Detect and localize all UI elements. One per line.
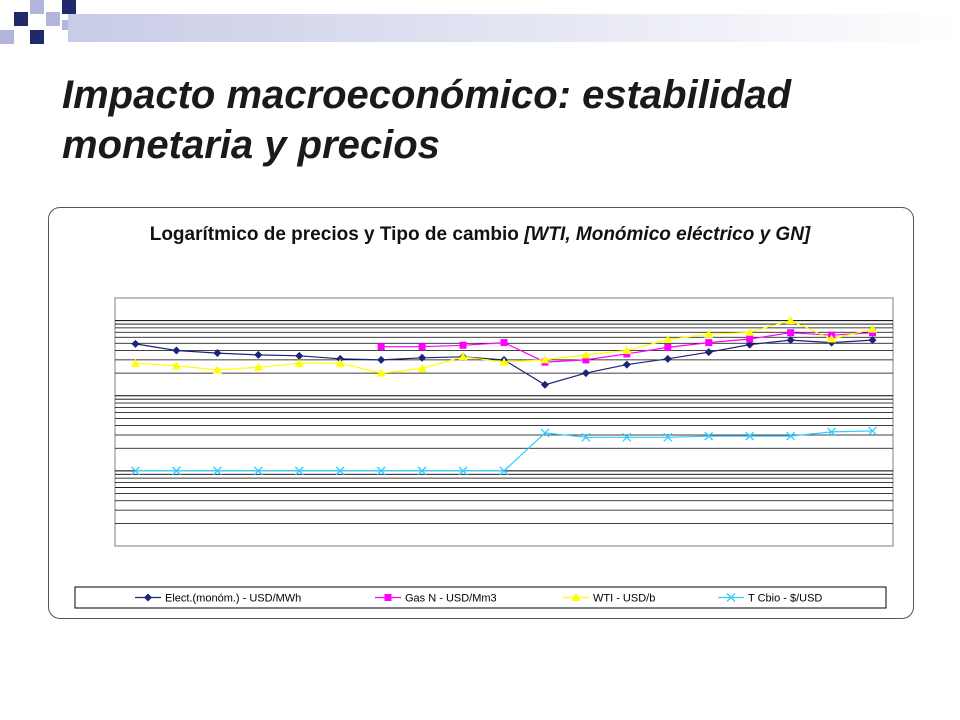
series-4-point [131, 466, 140, 476]
series-3-point [704, 329, 714, 338]
series-4-point [499, 466, 509, 476]
series-3-point [745, 327, 755, 336]
decor-square-navy-2 [62, 0, 76, 14]
series-1-point [622, 360, 631, 369]
legend-label-4: T Cbio - $/USD [748, 593, 822, 605]
series-3-point [253, 362, 263, 371]
chart-title: Logarítmico de precios y Tipo de cambio … [120, 222, 840, 248]
decor-square-navy-3 [30, 30, 44, 44]
series-2-point [664, 343, 672, 351]
series-4-point [786, 431, 796, 441]
legend-marker-1 [144, 593, 152, 602]
series-1-point [254, 350, 263, 359]
decor-square-lavender-4 [62, 20, 72, 30]
decor-gradient-bar [68, 14, 960, 42]
series-2-point [377, 343, 385, 351]
decor-square-navy-1 [14, 12, 28, 26]
series-1-point [336, 354, 345, 363]
series-4-point [376, 466, 386, 476]
series-3-point [663, 335, 673, 344]
series-3-point [458, 352, 468, 361]
series-3-point [499, 357, 509, 366]
series-3-point [827, 334, 837, 343]
series-1-point [704, 348, 713, 357]
series-4-point [171, 466, 181, 476]
series-3-point [581, 350, 591, 359]
series-4-point [253, 466, 263, 476]
series-1-point [868, 336, 877, 345]
series-1-point [540, 380, 549, 389]
slide-title: Impacto macroeconómico: estabilidad mone… [62, 73, 792, 167]
series-2-point [746, 335, 754, 343]
series-1-point [786, 336, 795, 345]
series-2-point [418, 343, 426, 351]
series-1-point [295, 351, 304, 360]
series-4-point [458, 466, 468, 476]
legend-box [74, 586, 887, 609]
series-2-point [787, 329, 795, 337]
legend-label-1: Elect.(monóm.) - USD/MWh [165, 593, 301, 605]
slide-decoration [0, 0, 960, 44]
series-3-point [417, 364, 427, 373]
decor-square-lavender-1 [30, 0, 44, 14]
series-3-point [335, 358, 345, 367]
series-4-point [581, 432, 591, 442]
decor-square-lavender-3 [0, 30, 14, 44]
series-1-point [418, 353, 427, 362]
series-1-point [131, 339, 140, 348]
series-2-point [500, 339, 508, 347]
series-2-point [582, 356, 590, 364]
legend-marker-2 [384, 594, 392, 601]
series-4-point [663, 432, 673, 442]
series-3-point [786, 316, 796, 325]
series-3-point [376, 368, 386, 377]
chart-title-bracket: [WTI, Monómico eléctrico y GN] [524, 224, 811, 245]
series-4-point [745, 431, 755, 441]
series-3-point [212, 365, 222, 374]
series-2-point [459, 341, 467, 349]
series-4-point [335, 466, 345, 476]
series-4-point [622, 432, 632, 442]
series-2-point [869, 329, 877, 337]
series-1-point [663, 354, 672, 363]
series-4-point [540, 428, 550, 438]
series-4-point [704, 431, 714, 441]
legend-label-3: WTI - USD/b [593, 593, 655, 605]
series-4-point [868, 426, 877, 436]
series-1-point [581, 369, 590, 378]
series-3-point [868, 324, 878, 333]
series-4-point [417, 466, 427, 476]
series-3-point [540, 355, 550, 364]
series-3-point [294, 358, 304, 367]
series-1-point [745, 340, 754, 349]
series-4-point [827, 427, 837, 437]
series-3-point [130, 358, 140, 367]
legend-label-2: Gas N - USD/Mm3 [405, 593, 497, 605]
legend-marker-4 [726, 593, 736, 602]
series-4-point [212, 466, 222, 476]
series-3-point [171, 361, 181, 370]
series-1-point [377, 355, 386, 364]
series-4-point [294, 466, 304, 476]
legend-marker-3 [571, 593, 581, 601]
series-3-point [622, 346, 632, 355]
chart-title-main: Logarítmico de precios y Tipo de cambio [149, 224, 519, 245]
series-2-point [705, 339, 713, 347]
series-1-point [172, 346, 181, 355]
series-1-point [213, 349, 222, 358]
decor-square-lavender-2 [46, 12, 60, 26]
